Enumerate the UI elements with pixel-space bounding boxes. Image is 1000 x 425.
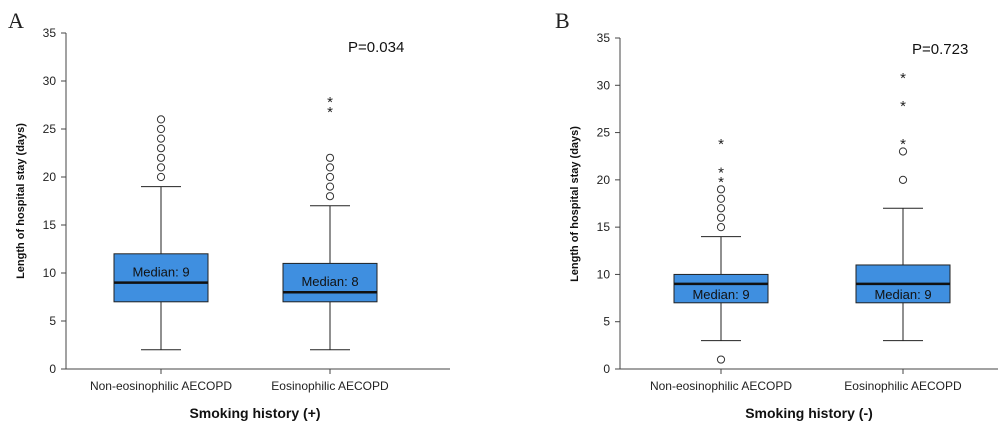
- panel-a-outlier-star: *: [327, 94, 333, 111]
- panel-b-letter: B: [555, 8, 570, 33]
- panel-b-box: [673, 273, 769, 304]
- panel-b-outlier-star: *: [718, 136, 724, 153]
- panel-b-x-axis-label: Smoking history (-): [745, 405, 873, 421]
- panel-b-outlier-circle: [716, 223, 726, 232]
- panel-a-outlier-circle: [156, 115, 166, 124]
- panel-b-y-tick-label: 5: [603, 315, 610, 329]
- panel-a-box: [113, 253, 209, 303]
- panel-b-median-label: Median: 9: [874, 287, 931, 302]
- panel-a-outlier-circle: [156, 172, 166, 182]
- panel-b-y-tick-label: 25: [597, 126, 611, 140]
- panel-a-outlier-circle: [325, 182, 335, 191]
- panel-a-category-label: Eosinophilic AECOPD: [271, 379, 389, 393]
- panel-a-plot: 0 5 10 15 20 25 30 35 Non-eosinophilic AECOPD Eos…: [43, 26, 450, 393]
- panel-b-category-label: Non-eosinophilic AECOPD: [650, 379, 792, 393]
- panel-b-outlier-star: *: [718, 174, 724, 191]
- panel-b-y-tick-label: 35: [597, 31, 611, 45]
- panel-a-letter: A: [8, 8, 24, 33]
- panel-b-outlier-star: *: [900, 136, 906, 153]
- panel-a: A P=0.034 Length of hospital stay (days)…: [8, 8, 450, 421]
- panel-a-category-label: Non-eosinophilic AECOPD: [90, 379, 232, 393]
- panel-b-category-label: Eosinophilic AECOPD: [844, 379, 962, 393]
- panel-b-outlier-circle: [716, 194, 726, 203]
- panel-a-p-value: P=0.034: [348, 39, 404, 56]
- panel-a-box: [282, 262, 378, 303]
- panel-b-outlier-circle: [716, 185, 726, 194]
- panel-b-outlier-star: *: [718, 164, 724, 181]
- panel-b-outlier-circle: [716, 213, 726, 222]
- panel-a-outlier-circle: [325, 192, 335, 201]
- panel-a-outlier-circle: [156, 134, 166, 143]
- panel-a-y-axis-label: Length of hospital stay (days): [15, 123, 27, 279]
- panel-a-median-label: Median: 8: [301, 274, 358, 289]
- panel-a-median-label: Median: 9: [132, 265, 189, 280]
- panel-a-y-tick-label: 20: [43, 170, 57, 184]
- panel-a-y-tick-label: 5: [49, 314, 56, 328]
- panel-a-y-tick-label: 30: [43, 74, 57, 88]
- panel-b-outlier-circle: [898, 175, 908, 184]
- panel-b-y-tick-label: 0: [603, 362, 610, 376]
- panel-a-outlier-star: *: [327, 104, 333, 121]
- panel-a-y-tick-label: 0: [49, 362, 56, 376]
- panel-a-outlier-circle: [325, 172, 335, 182]
- panel-a-outlier-circle: [325, 163, 335, 172]
- panel-b-median-label: Median: 9: [692, 287, 749, 302]
- panel-b-y-tick-label: 20: [597, 173, 611, 187]
- panel-a-x-axis-label: Smoking history (+): [189, 405, 320, 421]
- panel-a-outlier-circle: [325, 153, 335, 162]
- panel-b-y-tick-label: 10: [597, 267, 611, 281]
- panel-b-y-axis-label: Length of hospital stay (days): [569, 126, 581, 282]
- panel-b-y-tick-label: 30: [597, 78, 611, 92]
- panel-a-y-tick-label: 15: [43, 218, 57, 232]
- panel-b-p-value: P=0.723: [912, 41, 968, 58]
- panel-b-plot: 0 5 10 15 20 25 30 35 Non-eosinophilic AECOPD Eos…: [597, 31, 998, 393]
- panel-a-y-tick-label: 35: [43, 26, 57, 40]
- panel-a-outlier-circle: [156, 124, 166, 134]
- panel-b-outlier-star: *: [900, 98, 906, 115]
- panel-b-outlier-circle: [716, 355, 726, 364]
- panel-a-outlier-circle: [156, 163, 166, 172]
- panel-b: B P=0.723 Length of hospital stay (days)…: [555, 8, 998, 421]
- panel-b-y-tick-label: 15: [597, 220, 611, 234]
- panel-b-outlier-circle: [716, 204, 726, 213]
- panel-a-y-tick-label: 25: [43, 122, 57, 136]
- panel-a-outlier-circle: [156, 144, 166, 153]
- panel-b-outlier-star: *: [900, 70, 906, 87]
- panel-a-y-tick-label: 10: [43, 266, 57, 280]
- panel-b-outlier-circle: [898, 147, 908, 156]
- panel-a-outlier-circle: [156, 153, 166, 162]
